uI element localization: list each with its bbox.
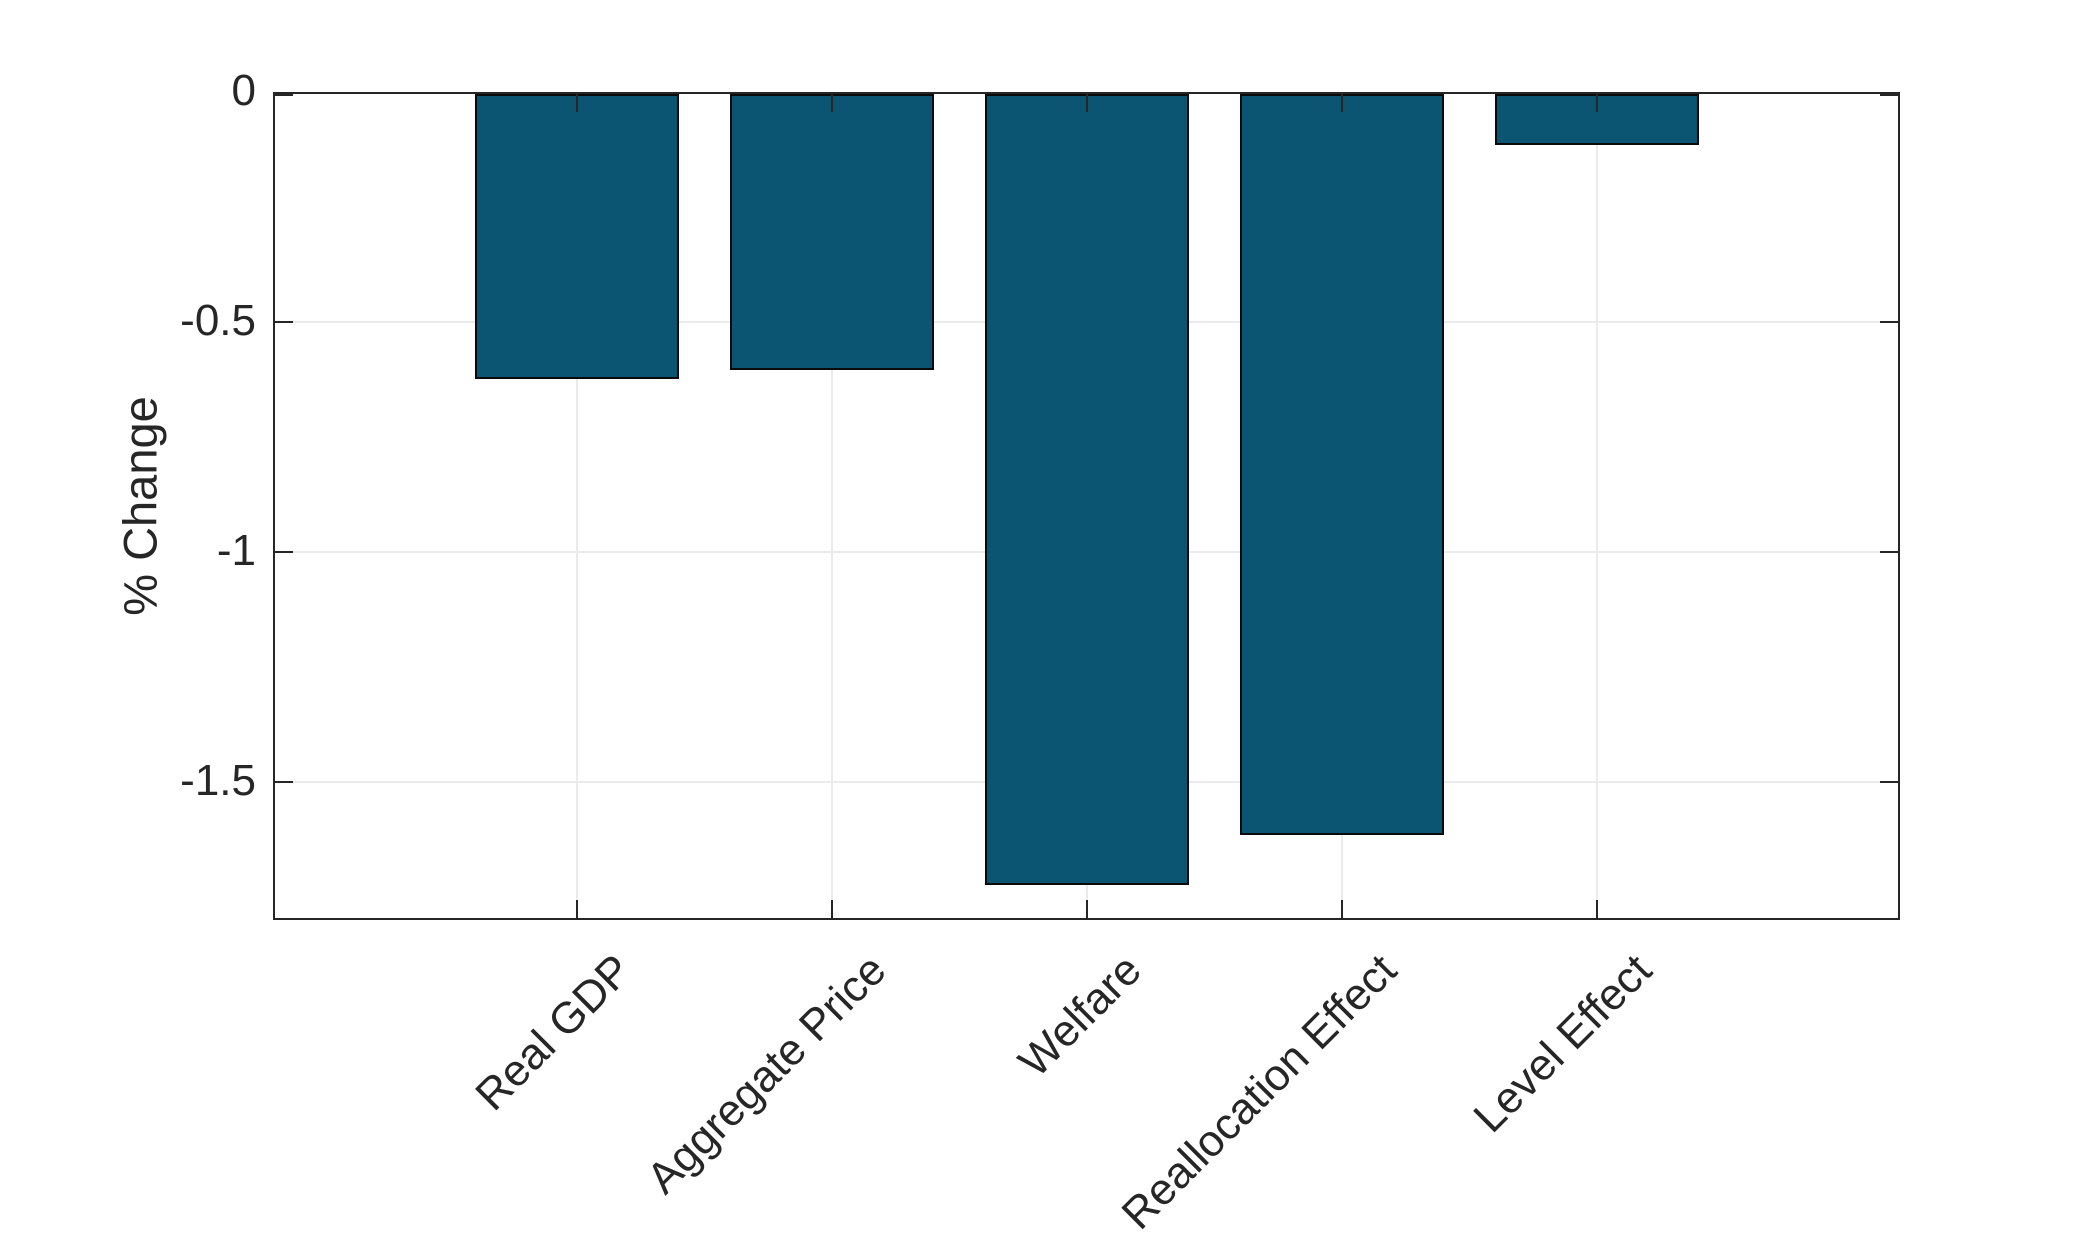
x-tick-label-reallocation-effect: Reallocation Effect xyxy=(1112,945,1406,1239)
y-tick-label: -0.5 xyxy=(180,296,256,346)
x-tick-label-real-gdp: Real GDP xyxy=(466,945,641,1121)
x-tick-mark-bottom xyxy=(1086,900,1088,918)
x-tick-label-aggregate-price: Aggregate Price xyxy=(638,945,896,1204)
x-tick-mark-top xyxy=(1596,94,1598,112)
x-gridline xyxy=(1596,94,1598,918)
bar-aggregate-price xyxy=(730,94,934,370)
y-tick-mark-right xyxy=(1880,94,1898,96)
x-tick-mark-bottom xyxy=(1596,900,1598,918)
y-tick-mark-left xyxy=(275,321,293,323)
y-tick-mark-left xyxy=(275,551,293,553)
y-axis-label: % Change xyxy=(113,396,167,616)
bar-real-gdp xyxy=(475,94,679,380)
x-tick-mark-bottom xyxy=(831,900,833,918)
x-tick-mark-top xyxy=(1086,94,1088,112)
x-tick-mark-top xyxy=(576,94,578,112)
y-tick-mark-left xyxy=(275,94,293,96)
plot-area xyxy=(273,92,1900,920)
x-tick-mark-bottom xyxy=(1341,900,1343,918)
y-tick-mark-right xyxy=(1880,321,1898,323)
y-tick-label: -1.5 xyxy=(180,756,256,806)
x-gridline xyxy=(576,94,578,918)
x-tick-label-level-effect: Level Effect xyxy=(1464,945,1661,1142)
x-gridline xyxy=(831,94,833,918)
x-tick-label-welfare: Welfare xyxy=(1009,945,1151,1087)
y-tick-label: 0 xyxy=(231,66,256,116)
bar-welfare xyxy=(985,94,1189,886)
y-tick-mark-right xyxy=(1880,781,1898,783)
y-tick-mark-right xyxy=(1880,551,1898,553)
bar-reallocation-effect xyxy=(1240,94,1444,835)
y-tick-label: -1 xyxy=(216,526,256,576)
x-tick-mark-bottom xyxy=(576,900,578,918)
y-tick-mark-left xyxy=(275,781,293,783)
x-tick-mark-top xyxy=(1341,94,1343,112)
x-tick-mark-top xyxy=(831,94,833,112)
